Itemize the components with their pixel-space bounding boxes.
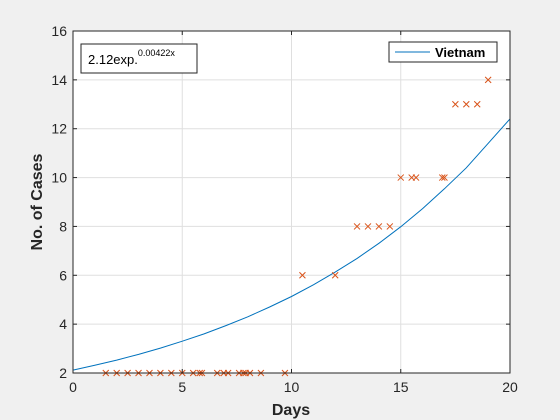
y-tick-label: 8	[59, 218, 67, 234]
data-point	[452, 100, 459, 108]
y-tick-label: 4	[59, 316, 67, 332]
legend-label-vietnam: Vietnam	[435, 45, 485, 60]
y-tick-label: 12	[51, 121, 67, 137]
data-point-stroke	[364, 223, 372, 230]
annotation-border	[80, 43, 198, 74]
y-axis-label: No. of Cases	[29, 153, 46, 250]
data-point-stroke	[412, 174, 420, 181]
data-point-stroke	[397, 174, 405, 181]
data-point	[375, 223, 383, 230]
ticks: 0 5 10 15 20 2 4 6 8 10 12 14 16	[51, 23, 518, 395]
y-tick-label: 2	[59, 365, 67, 381]
series-line-vietnam	[72, 118, 511, 371]
x-tick-label: 5	[178, 379, 186, 395]
data-point	[299, 271, 306, 279]
x-axis-label: Days	[272, 402, 310, 419]
data-point-stroke	[353, 223, 361, 230]
data-point-stroke	[438, 174, 446, 181]
annotation-base: 2.12exp.	[88, 52, 138, 67]
x-tick-label: 20	[502, 379, 518, 395]
data-point-stroke	[299, 271, 306, 279]
data-point	[412, 174, 420, 181]
x-tick-label: 15	[393, 379, 409, 395]
data-point-stroke	[473, 100, 481, 108]
data-point-stroke	[452, 100, 459, 108]
data-point-stroke	[331, 271, 339, 279]
y-tick-label: 6	[59, 267, 67, 283]
x-tick-label: 10	[284, 379, 300, 395]
data-point-stroke	[441, 174, 448, 181]
data-point	[331, 271, 339, 279]
data-point	[441, 174, 448, 181]
y-tick-label: 16	[51, 23, 67, 39]
series-layer	[72, 76, 511, 377]
data-point	[353, 223, 361, 230]
data-point	[473, 100, 481, 108]
data-point	[364, 223, 372, 230]
y-tick-label: 14	[51, 72, 67, 88]
annotation-text: 2.12exp.0.00422x	[88, 48, 175, 67]
x-tick-label: 0	[69, 379, 77, 395]
data-point	[462, 100, 470, 108]
data-point	[386, 223, 394, 230]
data-point-stroke	[375, 223, 383, 230]
legend: Vietnam	[388, 41, 498, 63]
annotation-exponent: 0.00422x	[138, 48, 176, 58]
annotation-box: 2.12exp.0.00422x	[80, 43, 198, 74]
data-point-stroke	[386, 223, 394, 230]
data-point	[438, 174, 446, 181]
data-point-stroke	[462, 100, 470, 108]
y-tick-label: 10	[51, 170, 67, 186]
data-point	[397, 174, 405, 181]
legend-box	[388, 41, 498, 63]
data-point-stroke	[484, 76, 492, 84]
data-point	[484, 76, 492, 84]
grid	[73, 31, 510, 373]
